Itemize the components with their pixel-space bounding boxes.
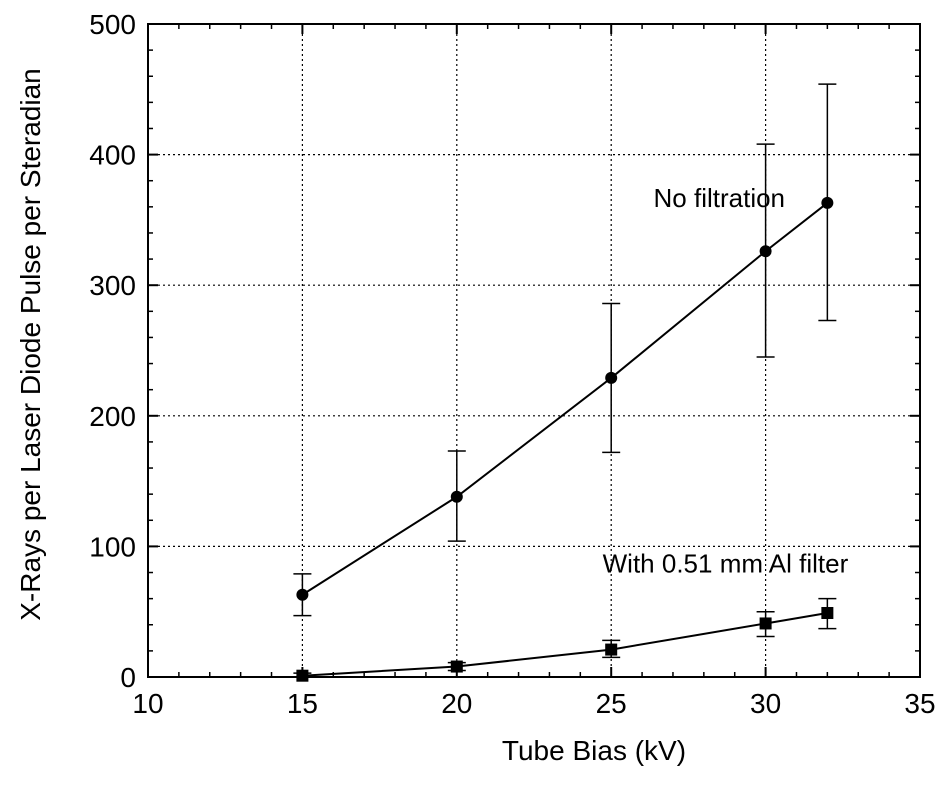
x-tick-label: 20 <box>441 688 472 719</box>
data-point-circle <box>296 588 309 601</box>
data-point-square <box>450 660 463 673</box>
series-group <box>293 597 837 682</box>
x-tick-label: 15 <box>287 688 318 719</box>
axis-ticks: 10 15 20 25 30 35 0 100 200 300 400 500 <box>89 9 935 719</box>
y-tick-label: 200 <box>89 401 136 432</box>
series <box>293 83 837 682</box>
x-tick-label: 35 <box>904 688 935 719</box>
series-group <box>293 83 837 617</box>
y-axis-title: X-Rays per Laser Diode Pulse per Steradi… <box>15 68 46 621</box>
y-tick-label: 100 <box>89 531 136 562</box>
y-tick-label: 300 <box>89 270 136 301</box>
data-point-square <box>759 617 772 630</box>
data-point-circle <box>821 196 834 209</box>
data-point-square <box>605 643 618 656</box>
data-point-circle <box>759 245 772 258</box>
y-tick-label: 500 <box>89 9 136 40</box>
series-line <box>302 612 828 677</box>
data-point-square <box>821 607 834 620</box>
data-point-square <box>296 669 309 682</box>
series-annotation: With 0.51 mm Al filter <box>603 549 849 579</box>
y-tick-label: 0 <box>120 662 136 693</box>
series-line <box>301 202 828 596</box>
x-tick-label: 25 <box>596 688 627 719</box>
plot-frame <box>147 23 921 678</box>
x-tick-label: 10 <box>132 688 163 719</box>
series-annotation: No filtration <box>654 183 786 213</box>
y-tick-label: 400 <box>89 140 136 171</box>
grid-lines <box>148 24 920 677</box>
x-axis-title: Tube Bias (kV) <box>502 735 686 766</box>
data-point-circle <box>605 371 618 384</box>
annotations: No filtration With 0.51 mm Al filter <box>603 183 849 579</box>
data-point-circle <box>450 490 463 503</box>
x-tick-label: 30 <box>750 688 781 719</box>
